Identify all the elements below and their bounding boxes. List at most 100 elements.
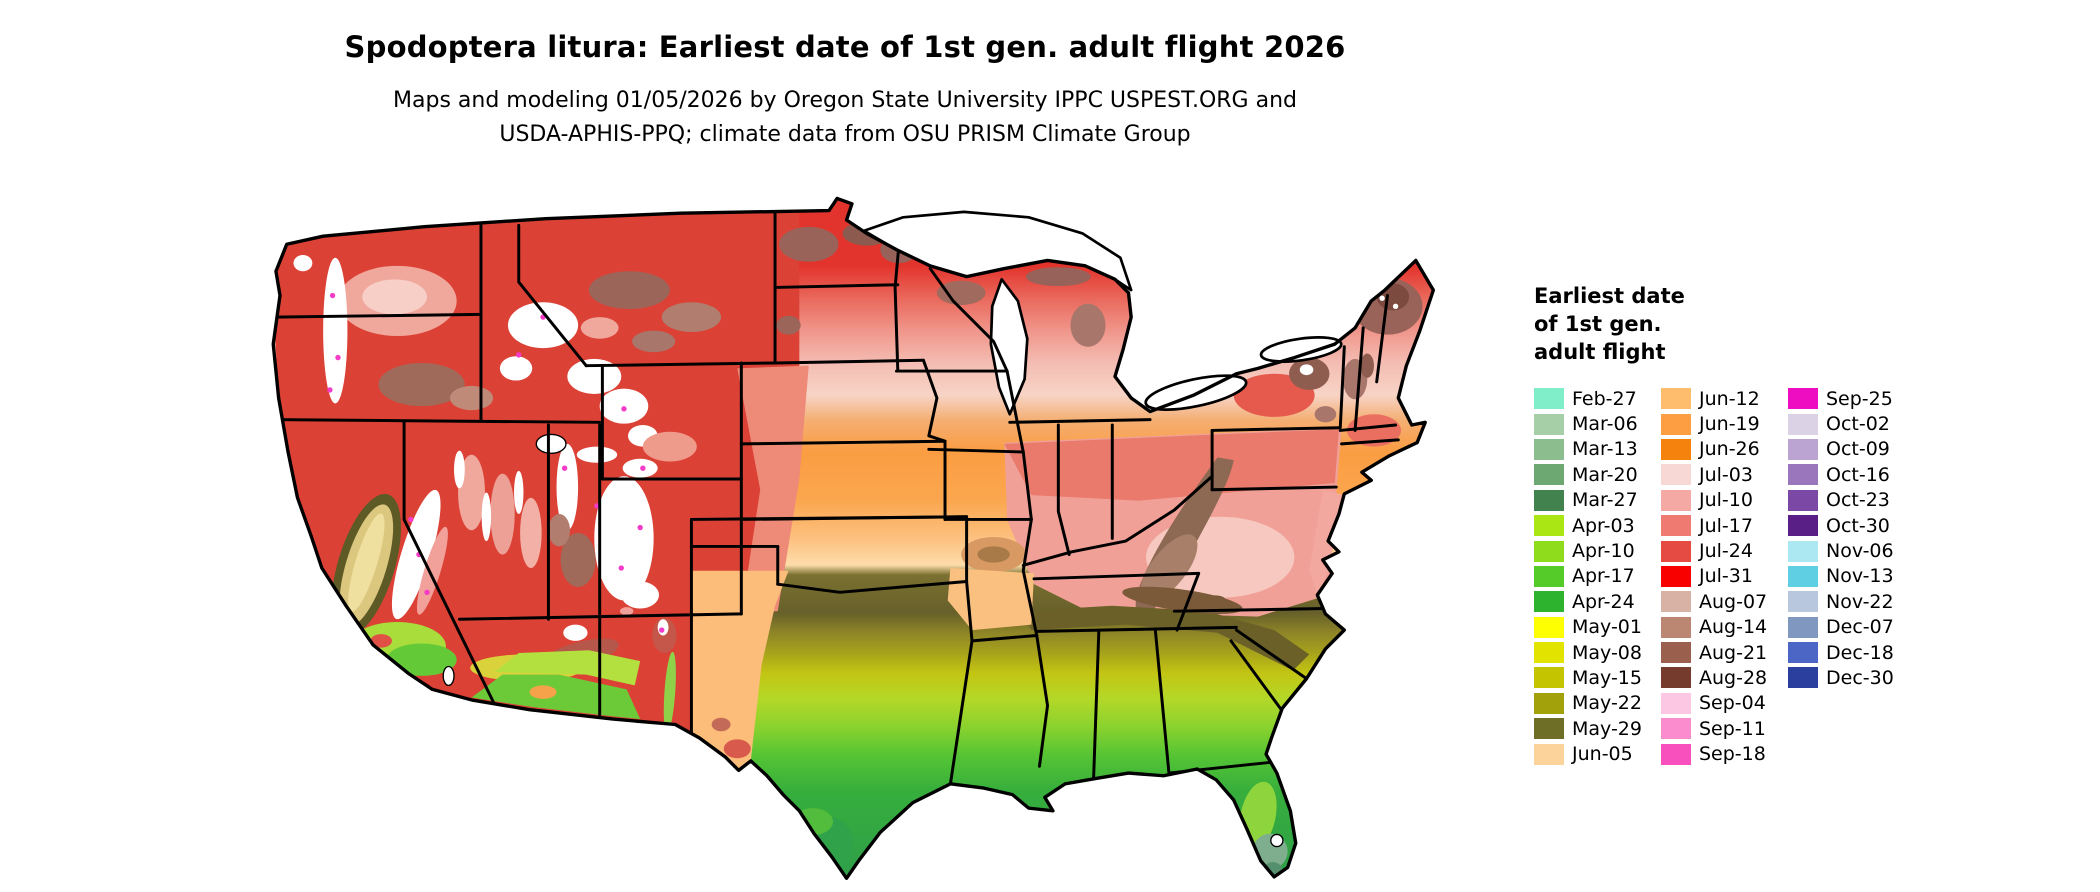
- legend-entry: Aug-07: [1661, 589, 1788, 614]
- legend-date-label: Nov-22: [1826, 590, 1894, 613]
- legend-entry: Oct-23: [1788, 488, 1915, 513]
- legend-entry: May-08: [1534, 640, 1661, 665]
- legend-swatch: [1534, 616, 1564, 638]
- legend-date-label: Jul-31: [1699, 565, 1753, 588]
- legend-swatch: [1661, 413, 1691, 435]
- legend-date-label: May-15: [1572, 666, 1642, 689]
- legend-date-label: Apr-03: [1572, 514, 1635, 537]
- legend-date-label: Aug-07: [1699, 590, 1768, 613]
- legend-entry: Aug-21: [1661, 640, 1788, 665]
- legend-date-label: Jun-05: [1572, 743, 1633, 766]
- legend-entry: Apr-10: [1534, 538, 1661, 563]
- legend-title-line-3: adult flight: [1534, 340, 1666, 364]
- legend-entry: Aug-28: [1661, 665, 1788, 690]
- legend-entry: Sep-18: [1661, 741, 1788, 766]
- legend-date-label: Jun-12: [1699, 387, 1760, 410]
- legend-swatch: [1534, 667, 1564, 689]
- legend-date-label: Jun-26: [1699, 438, 1760, 461]
- legend-swatch: [1661, 515, 1691, 537]
- legend-date-label: Mar-20: [1572, 463, 1638, 486]
- legend-entry: Jun-05: [1534, 741, 1661, 766]
- legend-entry: Sep-11: [1661, 716, 1788, 741]
- legend-date-label: Sep-25: [1826, 387, 1893, 410]
- legend-title-line-2: of 1st gen.: [1534, 312, 1662, 336]
- legend-date-label: Aug-21: [1699, 641, 1768, 664]
- legend-entry: Dec-07: [1788, 615, 1915, 640]
- legend-swatch: [1788, 388, 1818, 410]
- legend-entry: Feb-27: [1534, 386, 1661, 411]
- legend-date-label: Nov-06: [1826, 540, 1894, 563]
- legend-swatch: [1788, 565, 1818, 587]
- legend-title: Earliest date of 1st gen. adult flight: [1534, 282, 1915, 366]
- legend-date-label: Nov-13: [1826, 565, 1894, 588]
- legend-entry: Apr-24: [1534, 589, 1661, 614]
- legend-date-label: Oct-23: [1826, 489, 1890, 512]
- legend-swatch: [1661, 718, 1691, 740]
- legend-swatch: [1661, 540, 1691, 562]
- legend-date-label: Jul-24: [1699, 540, 1753, 563]
- legend-swatch: [1534, 743, 1564, 765]
- legend-date-label: May-01: [1572, 616, 1642, 639]
- legend-column-3: Sep-25 Oct-02 Oct-09 Oct-16 Oct-23 Oct-30 Nov-…: [1788, 386, 1915, 767]
- legend-swatch: [1534, 540, 1564, 562]
- legend-swatch: [1661, 438, 1691, 460]
- legend-entry: Jun-26: [1661, 437, 1788, 462]
- raster-fill-layer: [273, 198, 1434, 879]
- attribution-line-2: USDA-APHIS-PPQ; climate data from OSU PR…: [499, 122, 1191, 147]
- legend-date-label: Oct-02: [1826, 413, 1890, 436]
- legend-date-label: Sep-18: [1699, 743, 1766, 766]
- late-date-speckles: [327, 292, 665, 633]
- legend-date-label: Oct-09: [1826, 438, 1890, 461]
- legend-date-label: Apr-24: [1572, 590, 1635, 613]
- legend-date-label: May-22: [1572, 692, 1642, 715]
- legend-columns: Feb-27 Mar-06 Mar-13 Mar-20 Mar-27 Apr-03 Apr-…: [1534, 386, 1915, 767]
- legend-entry: May-22: [1534, 691, 1661, 716]
- legend-date-label: Aug-14: [1699, 616, 1768, 639]
- legend-entry: Jul-10: [1661, 488, 1788, 513]
- legend-entry: Sep-25: [1788, 386, 1915, 411]
- legend-entry: Sep-04: [1661, 691, 1788, 716]
- legend-date-label: May-29: [1572, 717, 1642, 740]
- legend-date-label: Jul-03: [1699, 463, 1753, 486]
- legend-entry: Oct-09: [1788, 437, 1915, 462]
- legend-entry: Jul-03: [1661, 462, 1788, 487]
- legend-entry: Mar-06: [1534, 411, 1661, 436]
- legend-entry: Mar-27: [1534, 488, 1661, 513]
- state-borders: [273, 210, 1400, 786]
- legend-date-label: Aug-28: [1699, 666, 1768, 689]
- legend-swatch: [1534, 718, 1564, 740]
- legend-swatch: [1661, 616, 1691, 638]
- legend-swatch: [1661, 743, 1691, 765]
- legend-entry: Dec-18: [1788, 640, 1915, 665]
- legend-swatch: [1534, 464, 1564, 486]
- legend-swatch: [1661, 692, 1691, 714]
- legend-swatch: [1661, 591, 1691, 613]
- legend-entry: Apr-03: [1534, 513, 1661, 538]
- legend-swatch: [1534, 642, 1564, 664]
- legend-swatch: [1534, 565, 1564, 587]
- legend-entry: Jul-24: [1661, 538, 1788, 563]
- legend-date-label: Mar-06: [1572, 413, 1638, 436]
- page-title: Spodoptera litura: Earliest date of 1st …: [344, 30, 1346, 64]
- map-attribution: Maps and modeling 01/05/2026 by Oregon S…: [0, 84, 1690, 152]
- legend-column-1: Feb-27 Mar-06 Mar-13 Mar-20 Mar-27 Apr-03 Apr-…: [1534, 386, 1661, 767]
- legend-column-2: Jun-12 Jun-19 Jun-26 Jul-03 Jul-10 Jul-17 Jul-…: [1661, 386, 1788, 767]
- legend-swatch: [1661, 642, 1691, 664]
- legend-swatch: [1534, 515, 1564, 537]
- legend-date-label: Dec-18: [1826, 641, 1894, 664]
- legend-date-label: May-08: [1572, 641, 1642, 664]
- legend-entry: Mar-13: [1534, 437, 1661, 462]
- us-outline: [271, 196, 1436, 880]
- legend-swatch: [1788, 540, 1818, 562]
- legend-swatch: [1788, 413, 1818, 435]
- legend-swatch: [1788, 489, 1818, 511]
- legend-swatch: [1788, 464, 1818, 486]
- legend-entry: Oct-30: [1788, 513, 1915, 538]
- legend-entry: Nov-06: [1788, 538, 1915, 563]
- legend-entry: Jul-17: [1661, 513, 1788, 538]
- legend-title-line-1: Earliest date: [1534, 284, 1685, 308]
- legend-entry: Nov-13: [1788, 564, 1915, 589]
- legend-date-label: Jul-17: [1699, 514, 1753, 537]
- legend-date-label: Sep-11: [1699, 717, 1766, 740]
- legend-entry: May-01: [1534, 615, 1661, 640]
